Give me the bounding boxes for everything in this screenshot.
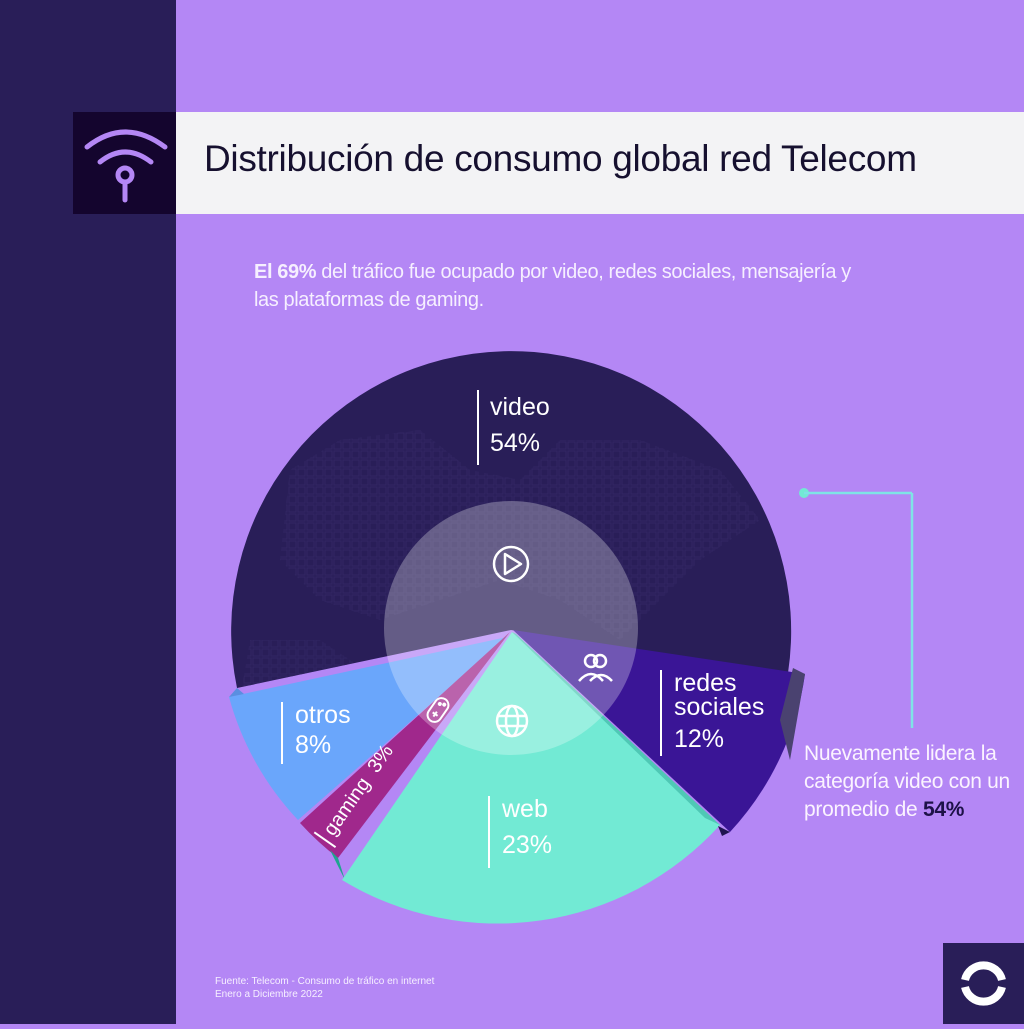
label-web-name: web <box>502 795 548 823</box>
source-line2: Enero a Diciembre 2022 <box>215 989 323 1000</box>
label-video-name: video <box>490 393 550 421</box>
label-video: video 54% <box>478 394 550 458</box>
header-icon-box <box>73 112 176 214</box>
slice-web <box>342 632 720 924</box>
label-otros-pct: 8% <box>295 731 332 759</box>
source-line1: Fuente: Telecom - Consumo de tráfico en … <box>215 976 435 987</box>
subtitle-text: del tráfico fue ocupado por video, redes… <box>254 261 851 311</box>
brand-ring-logo-icon <box>961 961 1006 1006</box>
subtitle-highlight: El 69% <box>254 261 317 283</box>
label-otros: otros 8% <box>281 702 351 764</box>
label-redes-line1: redes <box>674 669 737 697</box>
source-citation: Fuente: Telecom - Consumo de tráfico en … <box>215 975 434 1001</box>
label-redes-line2: sociales <box>674 693 765 721</box>
slice-gaming <box>300 632 510 858</box>
brand-logo-box[interactable] <box>943 943 1024 1024</box>
note-highlight: 54% <box>922 798 965 821</box>
center-highlight-circle <box>384 501 638 755</box>
page-title: Distribución de consumo global red Telec… <box>204 138 917 179</box>
annotation-connector <box>799 488 914 728</box>
note-text: Nuevamente lidera la categoría video con… <box>804 742 1010 821</box>
slice-otros <box>229 637 507 820</box>
label-otros-name: otros <box>295 701 351 729</box>
annotation-note: Nuevamente lidera la categoría video con… <box>804 740 1014 824</box>
label-redes-pct: 12% <box>674 725 725 753</box>
subtitle: El 69% del tráfico fue ocupado por video… <box>254 258 854 314</box>
slice-redes-sociales <box>513 630 805 832</box>
wifi-antenna-icon <box>84 129 168 203</box>
globe-icon <box>495 704 529 738</box>
title-bar: Distribución de consumo global red Telec… <box>176 112 1024 214</box>
label-video-pct: 54% <box>490 429 541 457</box>
label-redes-sociales: redes sociales 12% <box>660 670 764 756</box>
label-web: web 23% <box>488 796 552 868</box>
users-icon <box>578 653 613 682</box>
play-icon <box>492 545 530 583</box>
gamepad-icon <box>426 697 450 723</box>
label-web-pct: 23% <box>502 831 553 859</box>
